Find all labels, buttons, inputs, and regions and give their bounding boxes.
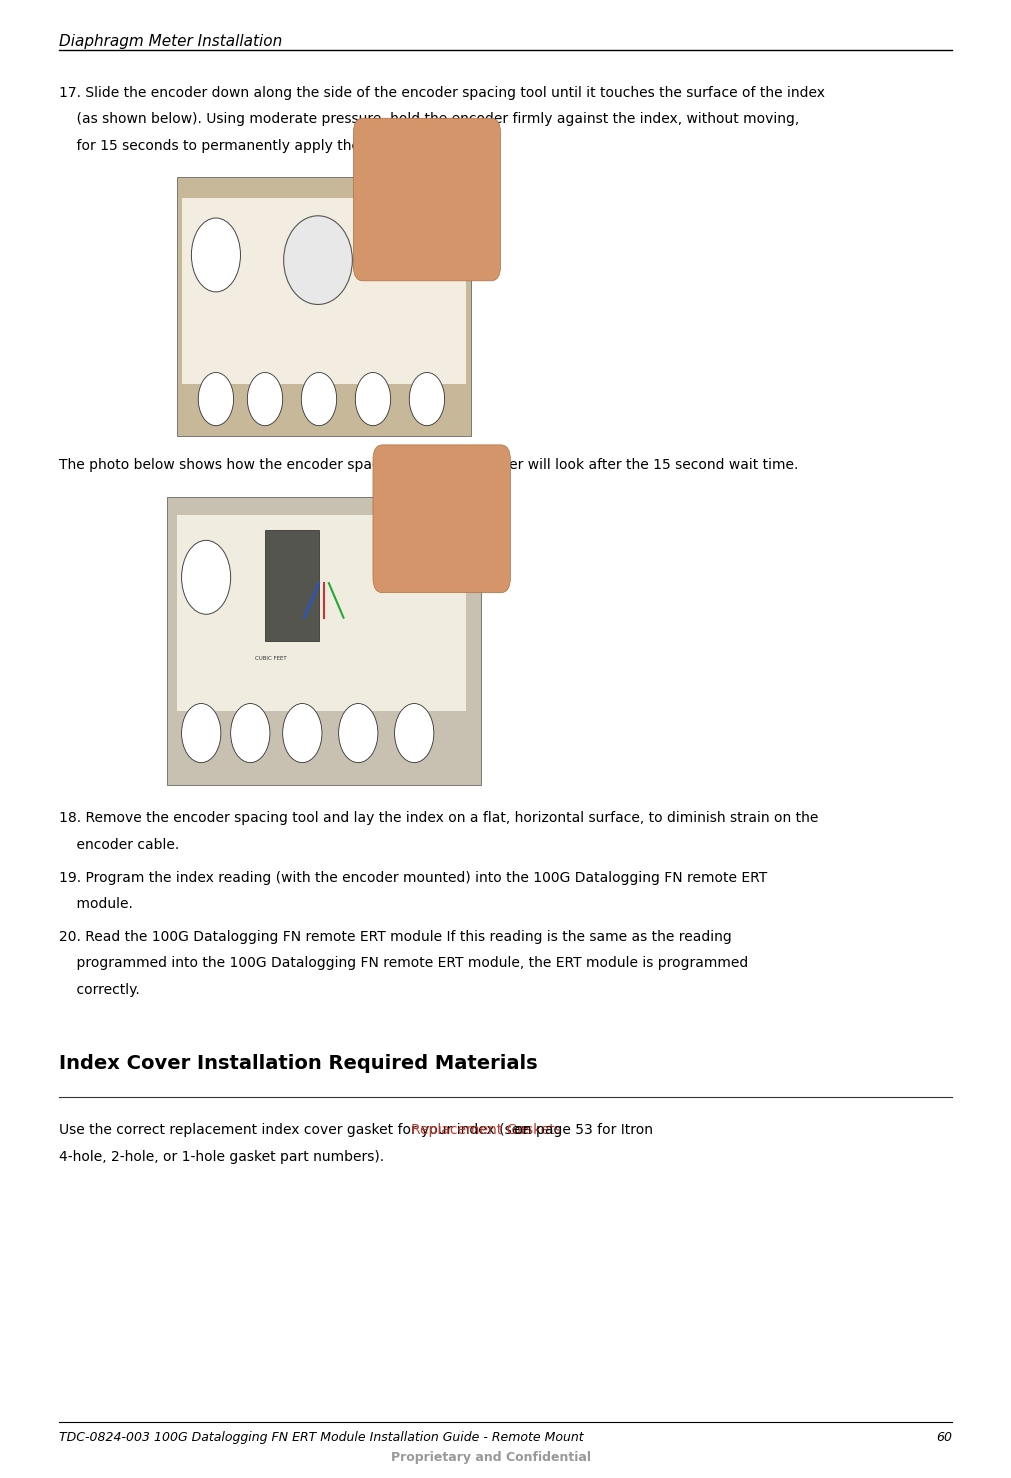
Text: Proprietary and Confidential: Proprietary and Confidential: [391, 1451, 590, 1465]
Text: Diaphragm Meter Installation: Diaphragm Meter Installation: [59, 34, 282, 49]
Text: 4-hole, 2-hole, or 1-hole gasket part numbers).: 4-hole, 2-hole, or 1-hole gasket part nu…: [59, 1150, 384, 1163]
Text: (as shown below). Using moderate pressure, hold the encoder firmly against the i: (as shown below). Using moderate pressur…: [59, 112, 799, 126]
Circle shape: [248, 372, 283, 426]
Circle shape: [355, 372, 390, 426]
Circle shape: [339, 704, 378, 763]
Text: 19. Program the index reading (with the encoder mounted) into the 100G Dataloggi: 19. Program the index reading (with the …: [59, 871, 767, 884]
Circle shape: [301, 372, 337, 426]
FancyBboxPatch shape: [354, 118, 500, 281]
Bar: [182, 198, 466, 384]
Ellipse shape: [284, 216, 353, 304]
Text: programmed into the 100G Datalogging FN remote ERT module, the ERT module is pro: programmed into the 100G Datalogging FN …: [59, 956, 748, 970]
Circle shape: [182, 541, 231, 615]
Bar: [265, 531, 319, 641]
Text: module.: module.: [59, 897, 132, 910]
Circle shape: [182, 704, 220, 763]
Text: 60: 60: [936, 1431, 952, 1444]
Text: 20. Read the 100G Datalogging FN remote ERT module If this reading is the same a: 20. Read the 100G Datalogging FN remote …: [59, 930, 732, 943]
Text: correctly.: correctly.: [59, 983, 140, 996]
Text: on page 53 for Itron: on page 53 for Itron: [511, 1123, 653, 1137]
Text: encoder cable.: encoder cable.: [59, 838, 179, 851]
Circle shape: [409, 372, 445, 426]
Bar: [167, 497, 481, 785]
Text: Index Cover Installation Required Materials: Index Cover Installation Required Materi…: [59, 1054, 538, 1073]
Bar: [177, 177, 471, 436]
Text: TDC-0824-003 100G Datalogging FN ERT Module Installation Guide - Remote Mount: TDC-0824-003 100G Datalogging FN ERT Mod…: [59, 1431, 583, 1444]
Bar: [177, 514, 466, 711]
Text: for 15 seconds to permanently apply the encoder.: for 15 seconds to permanently apply the …: [59, 139, 424, 152]
Text: CUBIC FEET: CUBIC FEET: [255, 656, 287, 661]
Text: 18. Remove the encoder spacing tool and lay the index on a flat, horizontal surf: 18. Remove the encoder spacing tool and …: [59, 811, 818, 825]
Circle shape: [394, 704, 434, 763]
Text: Use the correct replacement index cover gasket for your index (see: Use the correct replacement index cover …: [59, 1123, 533, 1137]
Circle shape: [198, 372, 234, 426]
Text: The photo below shows how the encoder spacing tool and encoder will look after t: The photo below shows how the encoder sp…: [59, 458, 799, 471]
Text: 17. Slide the encoder down along the side of the encoder spacing tool until it t: 17. Slide the encoder down along the sid…: [59, 86, 825, 99]
Text: Replacement Gaskets: Replacement Gaskets: [410, 1123, 561, 1137]
Circle shape: [231, 704, 270, 763]
Circle shape: [191, 219, 241, 293]
FancyBboxPatch shape: [373, 445, 511, 593]
Circle shape: [283, 704, 321, 763]
